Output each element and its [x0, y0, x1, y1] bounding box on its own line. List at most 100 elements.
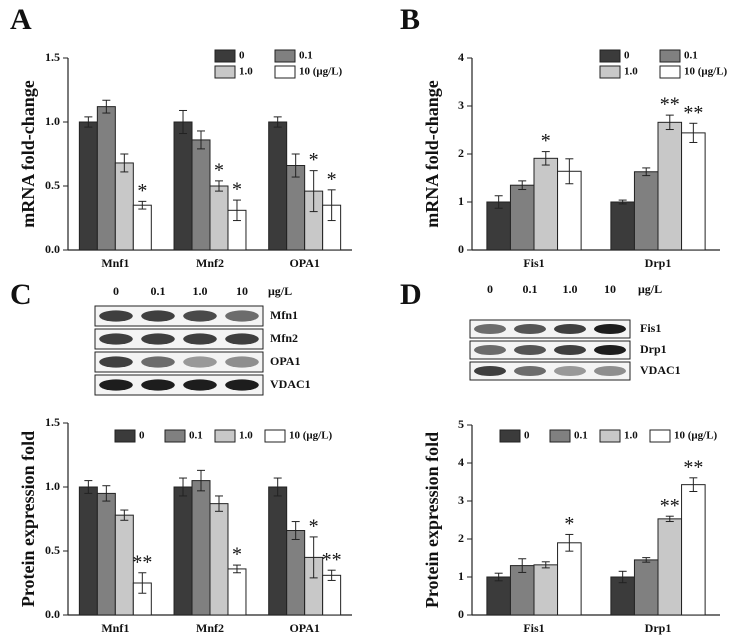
- blot-strip: [469, 319, 631, 339]
- y-tick-label: 1.5: [45, 50, 60, 64]
- blot-band: [514, 365, 546, 377]
- bar: [78, 121, 98, 251]
- blot-band: [554, 365, 586, 377]
- error-bar: [120, 509, 129, 521]
- error-bar: [84, 480, 93, 494]
- error-bar: [84, 116, 93, 128]
- lane-label: 0: [487, 282, 493, 296]
- bar: [557, 542, 582, 616]
- row-label: VDAC1: [640, 363, 681, 377]
- lane-label: 0.1: [523, 282, 538, 296]
- legend-swatch: [214, 429, 236, 443]
- y-tick-label: 0.5: [45, 543, 60, 557]
- error-bar: [689, 477, 698, 492]
- error-bar: [102, 485, 111, 502]
- legend-swatch: [214, 49, 236, 63]
- bar: [681, 484, 706, 616]
- significance: *: [232, 544, 242, 566]
- blot-band: [594, 323, 626, 335]
- y-tick-label: 1.0: [45, 479, 60, 493]
- unit-label: μg/L: [268, 284, 292, 298]
- bar: [114, 162, 134, 251]
- blot-band: [514, 344, 546, 356]
- legend-swatch: [264, 429, 286, 443]
- error-bar: [327, 189, 336, 222]
- error-bar: [179, 477, 188, 497]
- lane-label: 10: [604, 282, 616, 296]
- y-tick-label: 0.0: [45, 607, 60, 621]
- panel-label: D: [400, 278, 422, 311]
- error-bar: [642, 167, 651, 177]
- error-bar: [232, 564, 241, 574]
- blot-band: [514, 323, 546, 335]
- blot-band: [183, 310, 217, 322]
- blot-band: [225, 310, 259, 322]
- error-bar: [618, 199, 627, 205]
- error-bar: [291, 153, 300, 178]
- legend-swatch: [274, 65, 296, 79]
- x-tick-label: OPA1: [289, 621, 319, 635]
- significance: *: [232, 179, 242, 201]
- legend-swatch: [274, 49, 296, 63]
- y-tick-label: 1: [458, 569, 464, 583]
- bar: [533, 157, 559, 251]
- legend-label: 1.0: [239, 66, 253, 78]
- blot-band: [99, 310, 133, 322]
- legend-swatch: [164, 429, 186, 443]
- lane-label: 10: [236, 284, 248, 298]
- legend-label: 0.1: [189, 430, 203, 442]
- row-label: Mfn2: [270, 331, 298, 345]
- row-label: Fis1: [640, 321, 661, 335]
- bar: [322, 574, 342, 616]
- error-bar: [309, 536, 318, 579]
- bar: [96, 492, 116, 616]
- significance: **: [132, 551, 152, 573]
- significance: *: [327, 168, 337, 190]
- legend-swatch: [599, 65, 621, 79]
- y-tick-label: 3: [458, 493, 464, 507]
- blot-band: [141, 310, 175, 322]
- bar: [286, 530, 306, 616]
- significance: **: [683, 456, 703, 478]
- bar: [173, 486, 193, 616]
- error-bar: [565, 533, 574, 552]
- bar: [486, 201, 511, 251]
- blot-band: [141, 356, 175, 368]
- y-tick-label: 0: [458, 242, 464, 256]
- y-axis-label: mRNA fold-change: [422, 80, 442, 228]
- bar: [209, 185, 229, 251]
- y-tick-label: 4: [458, 455, 464, 469]
- legend-label: 0: [624, 50, 630, 62]
- legend-swatch: [114, 429, 136, 443]
- x-tick-label: Drp1: [645, 621, 672, 635]
- blot-band: [183, 379, 217, 391]
- x-tick-label: OPA1: [289, 256, 319, 270]
- lane-label: 0: [113, 284, 119, 298]
- blot-band: [225, 356, 259, 368]
- y-tick-label: 0.5: [45, 178, 60, 192]
- blot-band: [594, 344, 626, 356]
- bar: [132, 204, 152, 251]
- blot-band: [225, 379, 259, 391]
- legend-swatch: [549, 429, 571, 443]
- legend-swatch: [649, 429, 671, 443]
- bar: [533, 564, 559, 616]
- y-tick-label: 2: [458, 531, 464, 545]
- significance: **: [683, 102, 703, 124]
- row-label: OPA1: [270, 354, 300, 368]
- blot-strip: [94, 351, 264, 373]
- bar: [610, 201, 635, 251]
- lane-label: 1.0: [563, 282, 578, 296]
- error-bar: [214, 495, 223, 512]
- error-bar: [665, 515, 674, 523]
- lane-label: 0.1: [151, 284, 166, 298]
- error-bar: [642, 557, 651, 563]
- bar: [173, 121, 193, 251]
- legend-label: 1.0: [624, 430, 638, 442]
- error-bar: [541, 151, 550, 166]
- error-bar: [291, 521, 300, 540]
- legend-label: 0.1: [299, 50, 313, 62]
- significance: *: [564, 513, 574, 535]
- y-tick-label: 0.0: [45, 242, 60, 256]
- bar: [657, 121, 683, 251]
